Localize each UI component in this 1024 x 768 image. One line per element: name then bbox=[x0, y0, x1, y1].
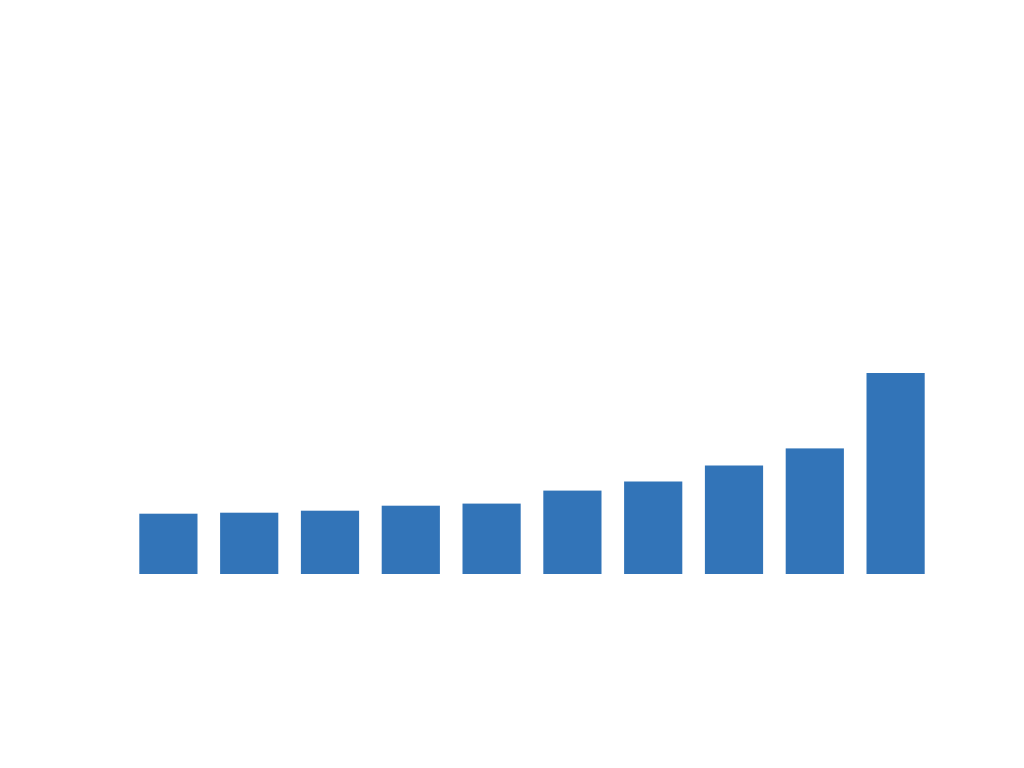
bar-9 bbox=[785, 448, 844, 574]
bar-4 bbox=[381, 505, 440, 574]
bar-1 bbox=[139, 513, 198, 574]
bar-group bbox=[139, 373, 925, 574]
bar-8 bbox=[704, 465, 764, 574]
bar-5 bbox=[462, 503, 521, 574]
bar-6 bbox=[543, 490, 602, 574]
bar-10 bbox=[866, 373, 925, 574]
bar-3 bbox=[300, 510, 360, 574]
bar-2 bbox=[220, 512, 279, 574]
bar-7 bbox=[624, 481, 683, 574]
